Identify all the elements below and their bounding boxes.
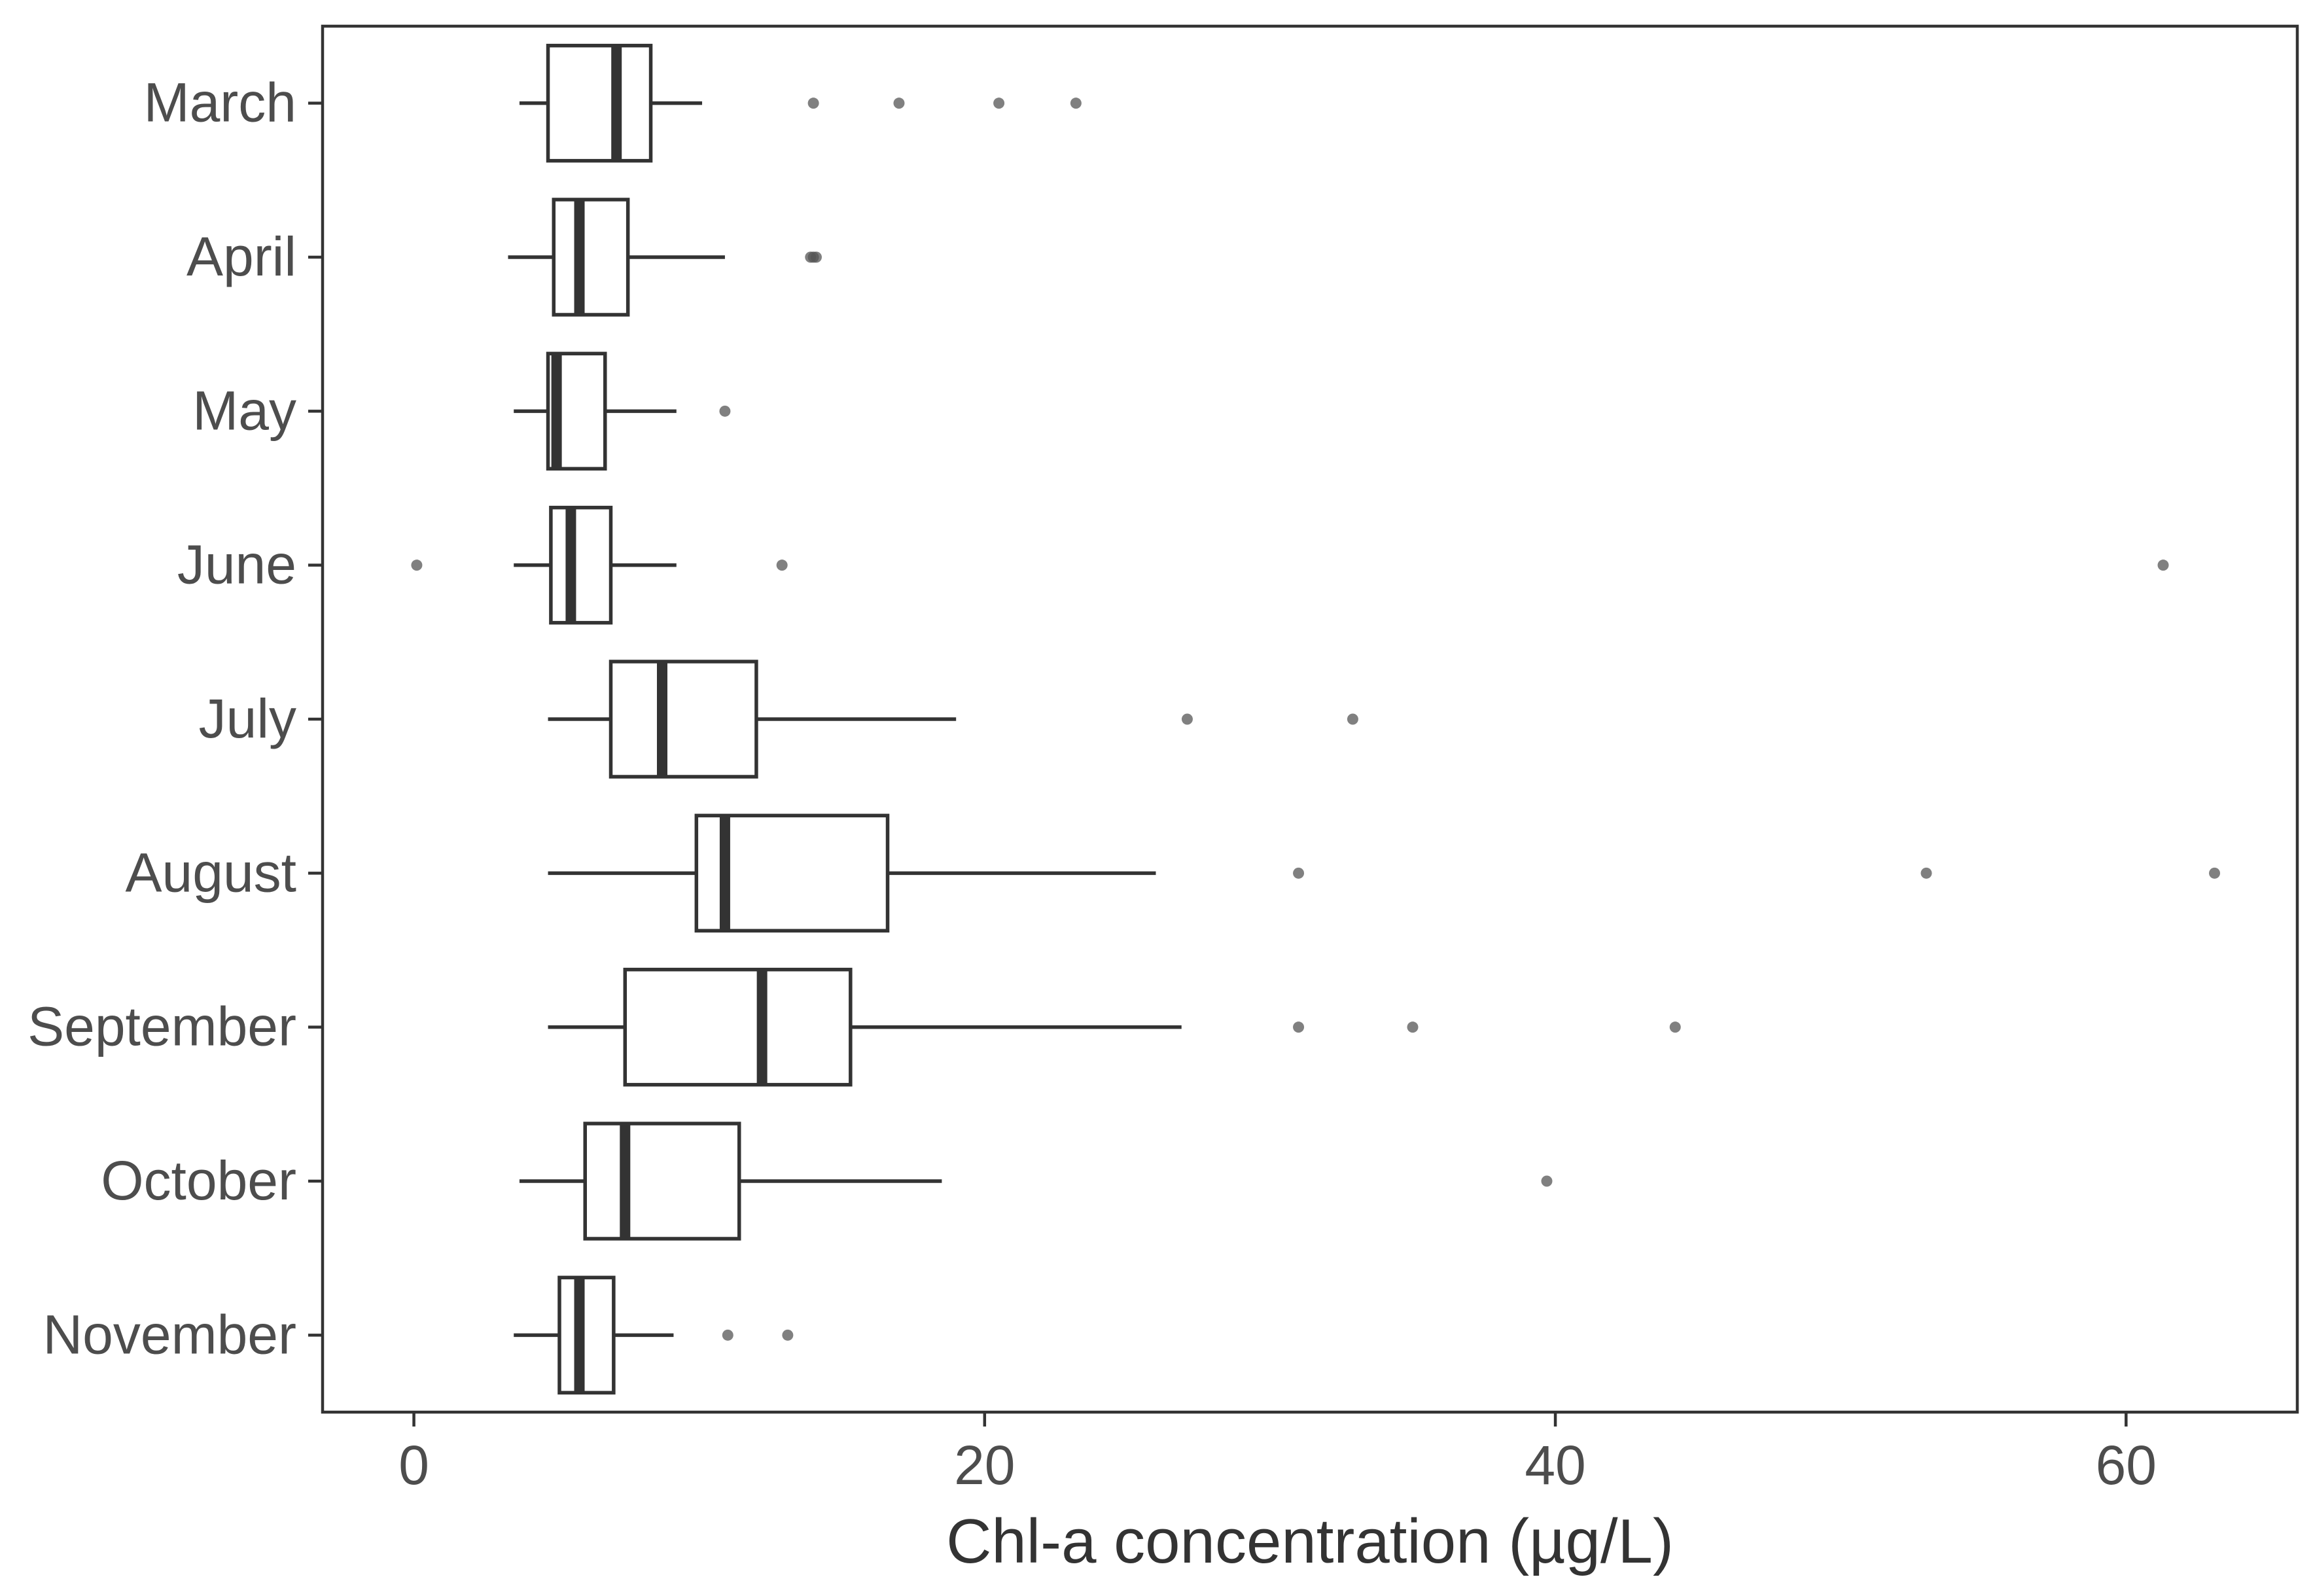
x-tick-label-0: 0	[398, 1434, 429, 1496]
outlier-point-august-2	[1920, 867, 1932, 879]
outlier-point-july-1	[1181, 713, 1193, 725]
box-september	[548, 967, 1182, 1087]
x-axis: 0 20 40 60	[398, 1412, 2157, 1496]
outlier-point-september-2	[1407, 1021, 1419, 1033]
box-may	[514, 351, 677, 471]
outlier-point-october-1	[1541, 1175, 1553, 1187]
outliers-layer	[411, 98, 2221, 1341]
outlier-point-may-1	[719, 405, 731, 417]
outlier-point-august-1	[1293, 867, 1305, 879]
iqr-box-october	[583, 1122, 741, 1241]
iqr-box-april	[552, 198, 630, 317]
y-tick-label-october: October	[101, 1150, 296, 1211]
y-tick-label-may: May	[192, 380, 296, 441]
y-tick-label-november: November	[43, 1303, 296, 1365]
box-april	[508, 198, 725, 317]
y-tick-label-april: April	[186, 226, 296, 287]
y-tick-label-august: August	[125, 842, 296, 903]
outlier-point-november-2	[782, 1329, 794, 1341]
iqr-box-june	[549, 505, 613, 625]
iqr-box-july	[609, 660, 758, 779]
x-tick-label-60: 60	[2096, 1434, 2157, 1496]
outlier-point-september-1	[1293, 1021, 1305, 1033]
y-tick-label-september: September	[27, 996, 296, 1057]
box-march	[519, 43, 703, 163]
outlier-point-march-3	[993, 98, 1005, 109]
outlier-point-june-2	[776, 559, 788, 571]
outlier-point-june-3	[2157, 559, 2169, 571]
box-july	[548, 660, 957, 779]
outlier-point-july-2	[1347, 713, 1358, 725]
x-axis-title: Chl-a concentration (µg/L)	[946, 1506, 1674, 1576]
outlier-point-august-3	[2209, 867, 2221, 879]
outlier-point-march-4	[1070, 98, 1082, 109]
box-june	[514, 505, 677, 625]
y-tick-label-june: June	[177, 534, 296, 595]
y-tick-label-march: March	[144, 72, 296, 133]
box-august	[548, 813, 1156, 933]
box-november	[514, 1275, 674, 1395]
iqr-box-november	[557, 1275, 616, 1395]
box-october	[519, 1122, 942, 1241]
outlier-point-april-3	[811, 251, 822, 263]
y-tick-label-july: July	[199, 688, 296, 749]
boxes-layer	[508, 43, 1182, 1395]
iqr-box-september	[623, 967, 853, 1087]
outlier-point-june-1	[411, 559, 423, 571]
y-axis: March April May June July August September Octo…	[27, 72, 323, 1365]
outlier-point-march-2	[893, 98, 905, 109]
x-tick-label-40: 40	[1525, 1434, 1585, 1496]
iqr-box-march	[546, 43, 653, 163]
outlier-point-september-3	[1669, 1021, 1681, 1033]
x-tick-label-20: 20	[954, 1434, 1015, 1496]
outlier-point-march-1	[807, 98, 819, 109]
outlier-point-november-1	[722, 1329, 733, 1341]
